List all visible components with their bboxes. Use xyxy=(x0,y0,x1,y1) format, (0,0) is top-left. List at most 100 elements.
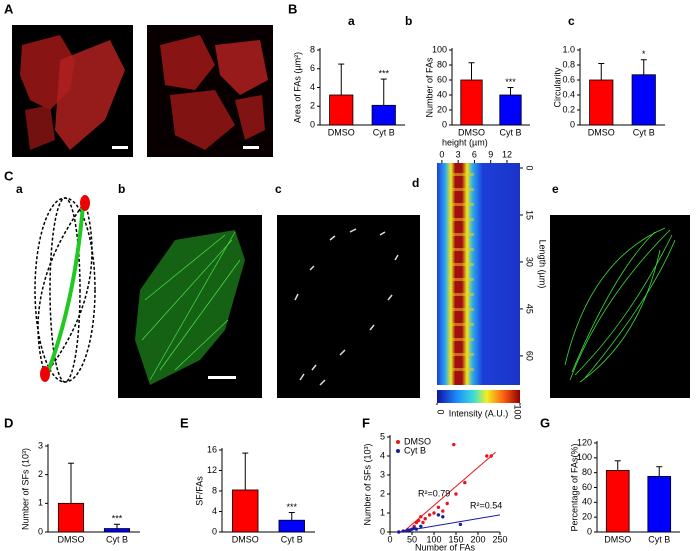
heatmap-stripe xyxy=(449,278,474,281)
y-tick-label: 45 xyxy=(525,304,535,314)
fit-line xyxy=(402,451,496,533)
micrograph-dmso xyxy=(12,25,133,157)
point xyxy=(414,527,419,531)
y-tick-label: 20 xyxy=(582,512,592,522)
point xyxy=(421,520,425,525)
y-axis-label: Length (µm) xyxy=(538,240,548,289)
fit-label: R²=0.79 xyxy=(418,488,450,498)
heatmap-stripe xyxy=(449,188,474,191)
point xyxy=(397,530,401,534)
y-tick-label: 60 xyxy=(437,74,447,84)
y-tick-label: 4 xyxy=(380,450,385,460)
x-tick-label: 9 xyxy=(488,149,493,159)
x-tick-label: Cyt B xyxy=(373,127,395,137)
colorbar xyxy=(437,390,520,403)
point xyxy=(423,517,427,521)
legend-marker xyxy=(396,449,400,453)
point xyxy=(427,513,432,517)
legend-label: Cyt B xyxy=(404,445,426,455)
x-tick-label: 12 xyxy=(502,149,512,159)
x-tick-label: 0 xyxy=(387,534,392,544)
point xyxy=(432,511,436,515)
y-tick-label: 0.6 xyxy=(562,74,575,84)
panel-label: a xyxy=(16,182,23,196)
y-tick-label: 2 xyxy=(310,101,315,111)
point xyxy=(458,522,463,527)
panel-label: C xyxy=(4,168,14,183)
y-tick-label: 0 xyxy=(525,166,535,171)
heatmap-stripe xyxy=(449,323,474,326)
bar xyxy=(232,489,259,533)
y-axis-label: Number of SFs (10³) xyxy=(20,448,30,530)
y-tick-label: 6 xyxy=(310,63,315,73)
x-tick-label: DMSO xyxy=(328,127,355,137)
point xyxy=(419,515,423,519)
x-tick-label: 50 xyxy=(407,534,417,544)
point xyxy=(419,524,423,528)
x-tick-label: Cyt B xyxy=(281,534,303,544)
y-tick-label: 4 xyxy=(310,82,315,92)
y-tick-label: 0 xyxy=(570,119,575,129)
heatmap-stripe xyxy=(449,173,474,176)
heatmap-stripe xyxy=(449,233,474,236)
y-tick-label: 0 xyxy=(310,119,315,129)
panel-label: D xyxy=(4,415,13,430)
heatmap-stripe xyxy=(449,263,474,266)
y-tick-label: 40 xyxy=(582,497,592,507)
y-tick-label: 0 xyxy=(380,526,385,536)
y-tick-label: 80 xyxy=(582,467,592,477)
point xyxy=(485,454,489,458)
point xyxy=(414,520,419,525)
micrograph-sf-trace xyxy=(550,215,690,398)
point xyxy=(441,515,445,519)
x-tick-label: DMSO xyxy=(458,127,485,137)
y-tick-label: 3 xyxy=(380,469,385,479)
x-tick-label: Cyt B xyxy=(648,534,670,544)
legend-label: DMSO xyxy=(404,436,431,446)
panel-label: c xyxy=(275,182,282,196)
heatmap-stripe xyxy=(449,368,474,371)
y-axis-label: Circularity xyxy=(552,67,562,108)
bar xyxy=(103,528,131,533)
x-tick-label: DMSO xyxy=(58,534,85,544)
heatmap-image xyxy=(437,163,520,385)
point xyxy=(441,509,445,513)
y-tick-label: 60 xyxy=(525,351,535,361)
panel-label: A xyxy=(4,1,14,16)
y-tick-label: 15 xyxy=(525,210,535,220)
point xyxy=(452,442,456,447)
bar xyxy=(278,519,305,533)
y-tick-label: 0.8 xyxy=(562,59,575,69)
x-tick-label: 200 xyxy=(470,534,485,544)
point xyxy=(401,529,405,533)
point xyxy=(463,480,467,485)
y-tick-label: 0 xyxy=(587,526,592,536)
panel-label: c xyxy=(568,14,575,28)
micrograph-cytb xyxy=(147,25,273,157)
colorbar-tick-label: 100 xyxy=(513,404,523,419)
point xyxy=(454,492,458,496)
x-tick-label: Cyt B xyxy=(499,127,521,137)
significance: *** xyxy=(378,68,389,78)
panel-label: G xyxy=(540,415,550,430)
y-tick-label: 1 xyxy=(380,507,385,517)
y-tick-label: 30 xyxy=(525,257,535,267)
colorbar-label: Intensity (A.U.) xyxy=(449,408,509,418)
y-tick-label: 1 xyxy=(38,498,43,508)
micrograph-fa xyxy=(277,215,420,398)
legend-marker xyxy=(396,440,400,444)
colorbar-tick-label: 0 xyxy=(436,409,446,414)
x-tick-label: 150 xyxy=(448,534,463,544)
y-tick-label: 100 xyxy=(577,452,592,462)
y-tick-label: 8 xyxy=(310,44,315,54)
significance: *** xyxy=(505,77,516,87)
y-tick-label: 0 xyxy=(38,526,43,536)
point xyxy=(445,501,449,506)
x-tick-label: Cyt B xyxy=(633,127,655,137)
y-tick-label: 0.4 xyxy=(562,89,575,99)
panel-label: b xyxy=(118,182,125,196)
heatmap-stripe xyxy=(449,308,474,311)
y-tick-label: 3 xyxy=(38,440,43,450)
y-tick-label: 60 xyxy=(582,482,592,492)
y-tick-label: 120 xyxy=(577,437,592,447)
